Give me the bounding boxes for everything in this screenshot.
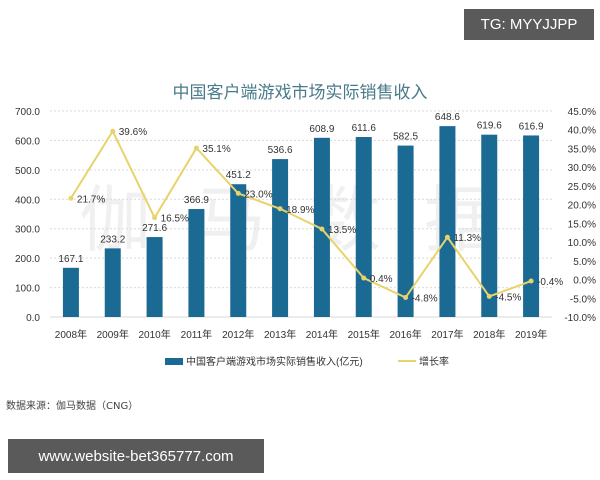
line-point <box>361 275 367 281</box>
right-axis-tick: 0.0% <box>573 276 596 287</box>
bar-value-label: 608.9 <box>309 124 334 135</box>
bar-value-label: 619.6 <box>477 121 502 132</box>
line-value-label: -0.4% <box>537 277 563 288</box>
svg-text:伽: 伽 <box>79 181 151 261</box>
right-axis-tick: 40.0% <box>568 126 596 137</box>
legend-line-label: 增长率 <box>419 355 449 368</box>
bar <box>397 145 414 317</box>
bar-value-label: 366.9 <box>184 195 209 206</box>
gridlines <box>50 110 552 318</box>
bar <box>481 134 498 317</box>
bar <box>439 126 456 318</box>
right-axis-tick: 35.0% <box>568 144 596 155</box>
bar-value-label: 233.2 <box>100 234 125 245</box>
bar-value-label: 582.5 <box>393 132 418 143</box>
left-axis-tick: 300.0 <box>15 225 40 236</box>
right-axis-tick: 10.0% <box>568 238 596 249</box>
line-value-label: -4.5% <box>495 292 521 303</box>
line-point <box>486 293 492 299</box>
bar-value-label: 536.6 <box>268 145 293 156</box>
right-axis-tick: -10.0% <box>564 313 596 324</box>
left-axis-tick: 600.0 <box>15 136 40 147</box>
bar <box>62 267 79 317</box>
bar <box>104 248 121 317</box>
left-axis-tick: 200.0 <box>15 254 40 265</box>
x-axis-tick: 2008年 <box>55 328 87 341</box>
url-badge: www.website-bet365777.com <box>8 439 264 473</box>
line-value-label: 11.3% <box>453 233 481 244</box>
bar <box>146 237 163 317</box>
x-axis-tick: 2016年 <box>389 328 421 341</box>
chart-title: 中国客户端游戏市场实际销售收入 <box>172 83 428 103</box>
left-axis-tick: 100.0 <box>15 284 40 295</box>
source-note: 数据来源：伽马数据（CNG） <box>6 401 139 412</box>
bar <box>355 137 372 317</box>
line-point <box>193 145 199 151</box>
line-point <box>528 278 534 284</box>
line-point <box>152 215 158 221</box>
line-point <box>403 295 409 301</box>
x-axis-tick: 2015年 <box>348 328 380 341</box>
x-axis-tick: 2012年 <box>222 328 254 341</box>
right-y-axis: -10.0% -5.0% 0.0% 5.0% 10.0% 15.0% 20.0% 25.0% 3… <box>564 107 596 324</box>
line-value-label: 16.5% <box>161 214 189 225</box>
svg-text:马: 马 <box>194 181 266 261</box>
line-point <box>277 206 283 212</box>
line-value-label: 39.6% <box>119 127 147 138</box>
x-axis-tick: 2017年 <box>431 328 463 341</box>
bar-value-label: 648.6 <box>435 112 460 123</box>
bar-value-label: 167.1 <box>58 254 83 265</box>
right-axis-tick: 45.0% <box>568 107 596 118</box>
x-axis-tick: 2011年 <box>181 328 213 341</box>
legend: 中国客户端游戏市场实际销售收入(亿元) 增长率 <box>165 355 449 368</box>
bar-value-label: 451.2 <box>226 170 251 181</box>
x-axis-tick: 2019年 <box>515 328 547 341</box>
line-value-label: 18.9% <box>286 205 314 216</box>
line-point <box>444 234 450 240</box>
line-point <box>319 226 325 232</box>
bar <box>188 209 205 317</box>
right-axis-tick: 5.0% <box>573 257 596 268</box>
bar <box>523 135 540 317</box>
line-value-label: 13.5% <box>328 225 356 236</box>
x-axis-tick: 2009年 <box>97 328 129 341</box>
left-axis-tick: 0.0 <box>26 313 40 324</box>
line-value-label: 0.4% <box>370 274 393 285</box>
tg-badge: TG: MYYJJPP <box>464 9 594 40</box>
legend-bar-swatch <box>165 358 183 365</box>
line-point <box>68 195 74 201</box>
right-axis-tick: 20.0% <box>568 201 596 212</box>
bar-value-label: 611.6 <box>352 123 377 134</box>
x-axis: 2008年 2009年 2010年 2011年 2012年 2013年 2014年 2015年… <box>55 328 547 341</box>
x-axis-tick: 2018年 <box>473 328 505 341</box>
bar-value-label: 616.9 <box>519 121 544 132</box>
left-axis-tick: 700.0 <box>15 107 40 118</box>
left-axis-tick: 500.0 <box>15 166 40 177</box>
left-axis-tick: 400.0 <box>15 195 40 206</box>
line-point <box>110 128 116 134</box>
right-axis-tick: 30.0% <box>568 163 596 174</box>
right-axis-tick: 25.0% <box>568 182 596 193</box>
x-axis-tick: 2014年 <box>306 328 338 341</box>
line-value-label: 35.1% <box>202 144 230 155</box>
right-axis-tick: 15.0% <box>568 219 596 230</box>
bar <box>272 159 289 317</box>
line-value-label: 23.0% <box>244 189 272 200</box>
bar-value-label: 271.6 <box>142 223 167 234</box>
x-axis-tick: 2010年 <box>138 328 170 341</box>
right-axis-tick: -5.0% <box>570 294 596 305</box>
x-axis-tick: 2013年 <box>264 328 296 341</box>
growth-line-series: 21.7% 39.6% 16.5% 35.1% 23.0% 18.9% 13.5% 0.4% -… <box>68 127 563 305</box>
line-point <box>235 190 241 196</box>
line-value-label: -4.8% <box>412 294 438 305</box>
legend-bar-label: 中国客户端游戏市场实际销售收入(亿元) <box>186 355 363 368</box>
bar <box>230 184 247 317</box>
left-y-axis: 0.0 100.0 200.0 300.0 400.0 500.0 600.0 700.0 <box>15 107 40 324</box>
line-value-label: 21.7% <box>77 194 105 205</box>
